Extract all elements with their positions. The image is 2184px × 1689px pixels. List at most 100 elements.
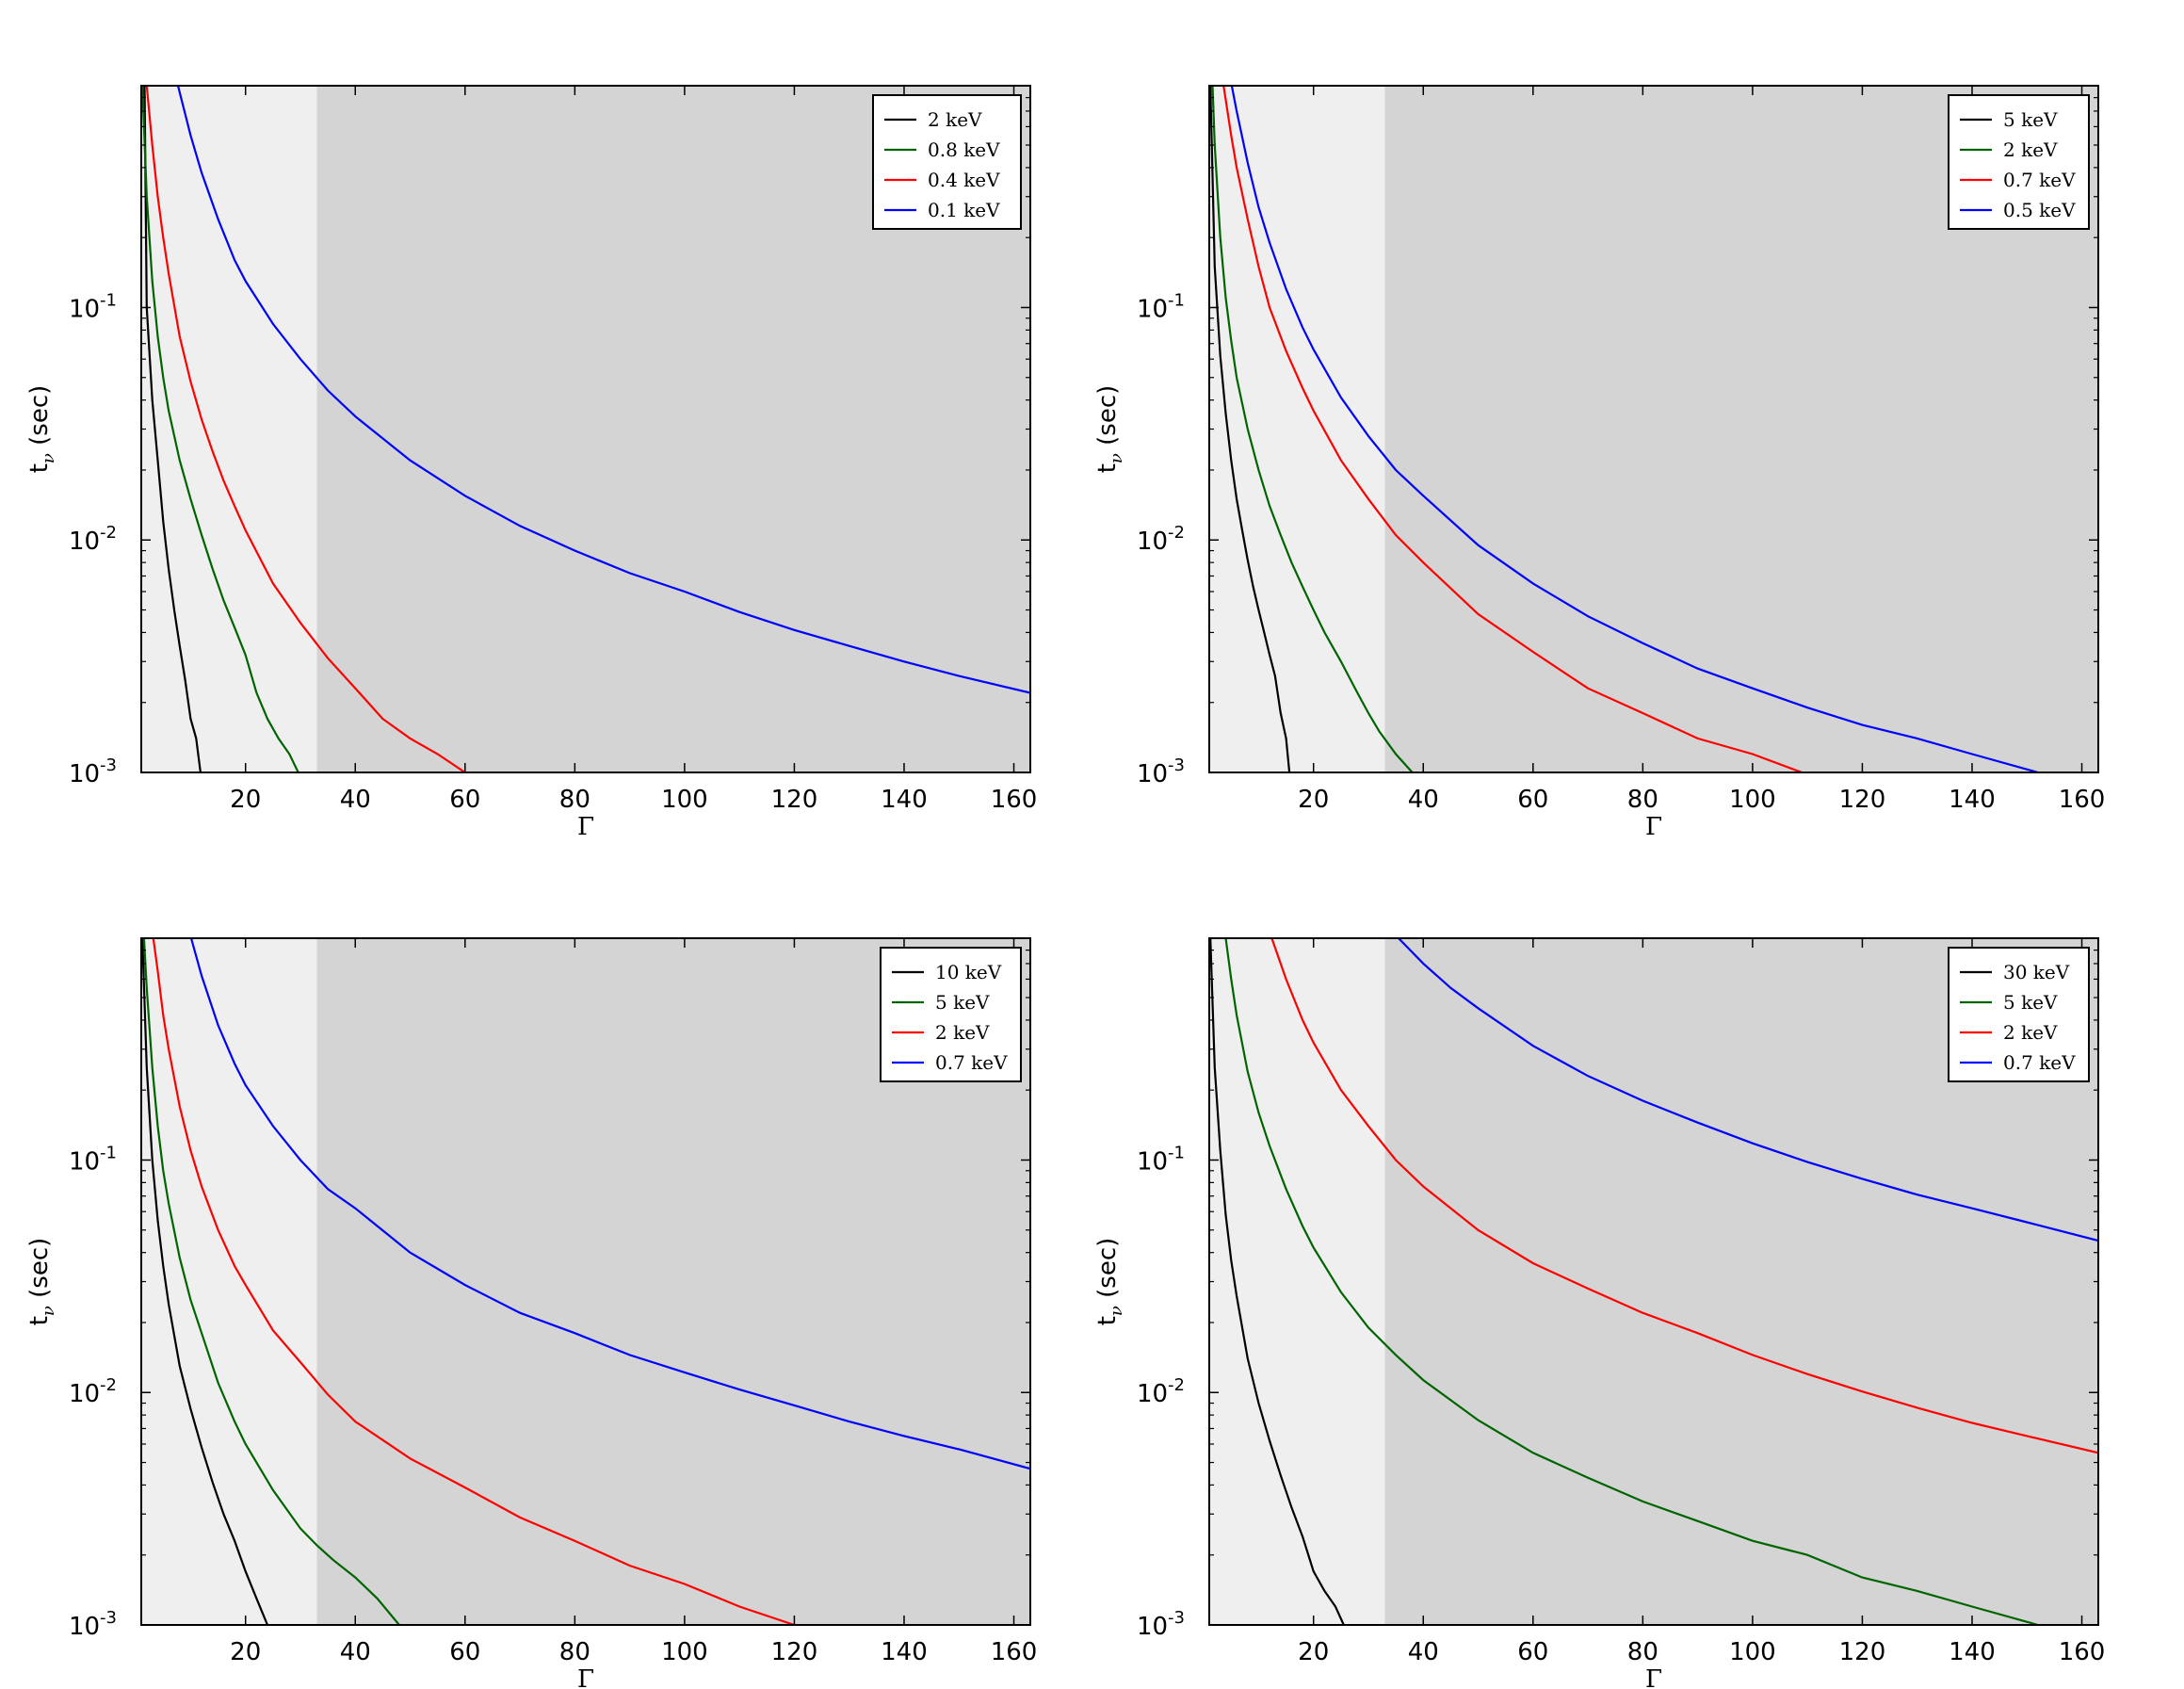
series-line-3 (145, 86, 466, 772)
y-tick-base: 10 (69, 760, 100, 788)
x-tick-label: 20 (230, 786, 261, 814)
x-tick-label: 100 (1729, 786, 1776, 814)
x-tick-label: 120 (1839, 786, 1886, 814)
series-group (1209, 86, 2039, 772)
series-line-4 (176, 86, 1030, 694)
legend-box (1948, 94, 2090, 230)
y-tick-label: 10-3 (1137, 755, 1185, 788)
x-tick-label: 140 (1949, 786, 1996, 814)
x-tick-label: 40 (1408, 786, 1439, 814)
y-tick-exponent: -1 (1168, 1143, 1185, 1162)
x-tick-label: 20 (230, 1638, 261, 1666)
y-axis-label: tν (sec) (25, 1238, 58, 1326)
x-tick-label: 40 (1408, 1638, 1439, 1666)
y-label-subscript: ν (39, 453, 58, 463)
legend-box (872, 94, 1022, 230)
x-tick-label: 160 (2059, 786, 2106, 814)
legend: 10 keV 5 keV 2 keV 0.7 keV (880, 947, 1022, 1082)
y-tick-label: 10-3 (69, 1608, 117, 1641)
y-label-rest: (sec) (1093, 1238, 1122, 1306)
y-tick-exponent: -1 (1168, 290, 1185, 310)
legend-entry: 0.7 keV (2003, 1051, 2076, 1074)
x-tick-label: 40 (340, 786, 371, 814)
x-tick-label: 80 (1627, 786, 1658, 814)
series-group (141, 938, 1030, 1625)
x-tick-label: 60 (449, 786, 480, 814)
x-tick-label: 160 (991, 1638, 1038, 1666)
legend-entry: 0.7 keV (935, 1051, 1008, 1074)
series-line-4 (189, 938, 1030, 1470)
legend-box (1948, 947, 2090, 1082)
y-tick-label: 10-3 (69, 755, 117, 788)
shaded-region-light (1209, 938, 1385, 1625)
series-line-1 (1209, 938, 1345, 1625)
y-tick-exponent: -3 (100, 1608, 117, 1628)
y-tick-exponent: -2 (1168, 523, 1185, 543)
legend-entry: 10 keV (935, 961, 1002, 983)
series-line-1 (141, 938, 269, 1625)
x-tick-label: 60 (1517, 786, 1548, 814)
legend-entry: 5 keV (935, 991, 990, 1014)
x-axis-label: Γ (577, 1665, 594, 1689)
x-tick-label: 20 (1298, 1638, 1329, 1666)
y-tick-base: 10 (1137, 760, 1168, 788)
y-tick-exponent: -2 (1168, 1375, 1185, 1395)
y-label-rest: (sec) (25, 1238, 54, 1306)
legend-entry: 0.8 keV (928, 138, 1000, 161)
series-group (1209, 938, 2098, 1625)
y-tick-base: 10 (69, 1380, 100, 1408)
y-tick-label: 10-2 (69, 523, 117, 556)
y-label-subscript: ν (1107, 1306, 1126, 1316)
x-tick-label: 60 (1517, 1638, 1548, 1666)
y-tick-exponent: -1 (100, 290, 117, 310)
shaded-region-light (141, 86, 317, 772)
y-tick-base: 10 (69, 295, 100, 323)
y-tick-label: 10-2 (1137, 1375, 1185, 1408)
y-tick-exponent: -3 (1168, 755, 1185, 775)
y-tick-label: 10-3 (1137, 1608, 1185, 1641)
x-axis-label: Γ (1645, 1665, 1662, 1689)
series-group (141, 86, 1030, 772)
x-tick-label: 120 (771, 1638, 818, 1666)
x-axis-label: Γ (577, 813, 594, 841)
series-line-3 (1222, 86, 1803, 772)
y-tick-base: 10 (1137, 295, 1168, 323)
y-tick-label: 10-1 (1137, 1143, 1185, 1176)
y-tick-exponent: -2 (100, 1375, 117, 1395)
y-tick-base: 10 (1137, 1380, 1168, 1408)
y-label-main: t (25, 463, 54, 473)
y-label-subscript: ν (39, 1306, 58, 1316)
x-tick-label: 140 (881, 786, 928, 814)
series-line-2 (1211, 86, 1414, 772)
legend-entry: 2 keV (928, 108, 982, 131)
series-line-4 (1230, 86, 2039, 772)
x-tick-label: 140 (881, 1638, 928, 1666)
series-line-4 (1398, 938, 2098, 1242)
legend-entry: 2 keV (935, 1021, 990, 1044)
legend: 30 keV 5 keV 2 keV 0.7 keV (1948, 947, 2090, 1082)
x-tick-label: 40 (340, 1638, 371, 1666)
y-tick-label: 10-1 (1137, 290, 1185, 323)
series-line-2 (141, 86, 299, 772)
y-tick-base: 10 (69, 528, 100, 556)
legend-entry: 2 keV (2003, 138, 2058, 161)
legend: 5 keV 2 keV 0.7 keV 0.5 keV (1948, 94, 2090, 230)
series-line-1 (1209, 86, 1291, 772)
y-tick-label: 10-2 (1137, 523, 1185, 556)
y-axis-label: tν (sec) (1093, 385, 1126, 474)
y-tick-exponent: -3 (100, 755, 117, 775)
y-tick-base: 10 (69, 1147, 100, 1176)
y-label-rest: (sec) (25, 385, 54, 453)
y-tick-exponent: -2 (100, 523, 117, 543)
legend-entry: 5 keV (2003, 108, 2058, 131)
x-tick-label: 100 (1729, 1638, 1776, 1666)
x-tick-label: 160 (2059, 1638, 2106, 1666)
legend-entry: 0.7 keV (2003, 169, 2076, 191)
series-line-1 (143, 86, 202, 772)
y-tick-label: 10-1 (69, 290, 117, 323)
x-tick-label: 80 (559, 1638, 590, 1666)
series-line-2 (142, 938, 400, 1625)
